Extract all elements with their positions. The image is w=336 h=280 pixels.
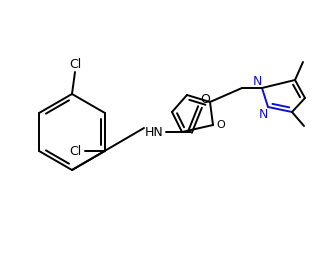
Text: HN: HN: [144, 125, 163, 139]
Text: N: N: [258, 108, 268, 120]
Text: Cl: Cl: [69, 57, 81, 71]
Text: O: O: [200, 92, 210, 106]
Text: Cl: Cl: [69, 144, 81, 158]
Text: O: O: [217, 120, 225, 130]
Text: N: N: [252, 74, 262, 88]
